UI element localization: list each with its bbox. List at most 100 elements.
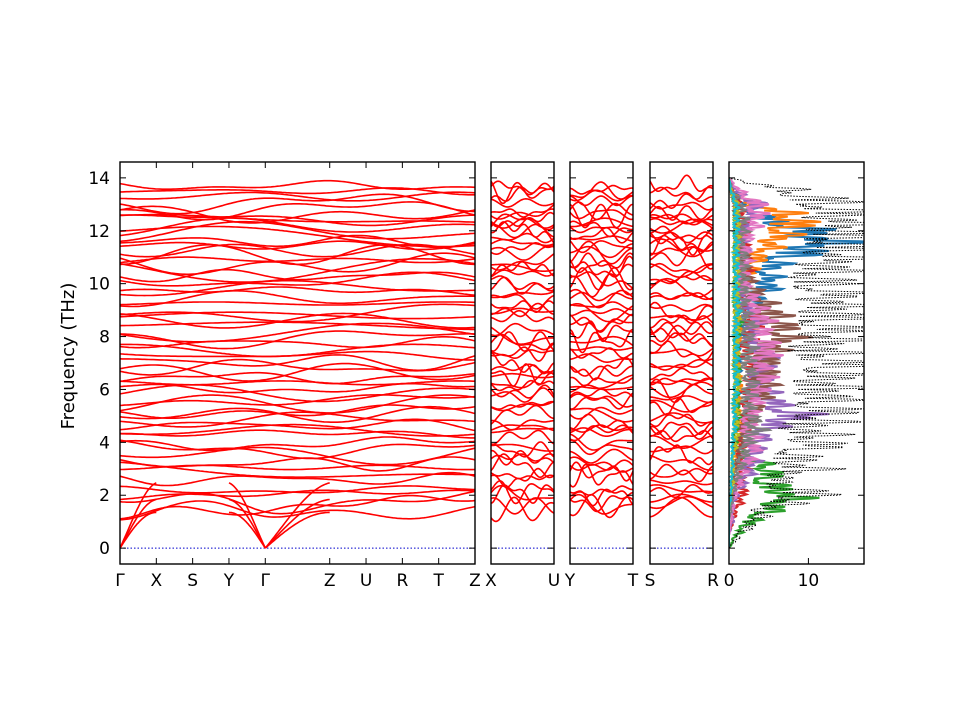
- optical-branch: [491, 204, 554, 220]
- optical-branch: [491, 253, 554, 271]
- optical-branch: [650, 174, 713, 192]
- optical-branch: [120, 240, 475, 251]
- optical-branch: [491, 443, 554, 452]
- optical-branch: [570, 181, 633, 200]
- optical-branch: [120, 382, 475, 394]
- optical-branch: [570, 240, 633, 265]
- optical-branch: [570, 303, 633, 323]
- optical-branch: [120, 436, 475, 452]
- optical-branch: [491, 352, 554, 375]
- x-tick-label: T: [432, 571, 444, 591]
- optical-branch: [570, 485, 633, 497]
- acoustic-branch: [264, 482, 330, 549]
- optical-branch: [491, 496, 554, 523]
- optical-branch: [570, 365, 633, 377]
- y-tick-label: 14: [88, 169, 110, 189]
- optical-branch: [570, 227, 633, 244]
- optical-branch: [650, 262, 713, 274]
- optical-branch: [650, 201, 713, 211]
- x-tick-label: Γ: [261, 571, 271, 591]
- acoustic-branch: [228, 511, 266, 549]
- optical-branch: [120, 256, 475, 264]
- partial-dos-curve: [729, 177, 773, 549]
- bands-sr: [650, 174, 713, 549]
- optical-branch: [491, 180, 554, 205]
- optical-branch: [570, 209, 633, 221]
- optical-branch: [570, 273, 633, 298]
- optical-branch: [650, 399, 713, 413]
- optical-branch: [650, 495, 713, 510]
- acoustic-branch: [228, 482, 267, 549]
- optical-branch: [120, 405, 475, 423]
- optical-branch: [491, 424, 554, 432]
- optical-branch: [570, 353, 633, 363]
- optical-branch: [570, 252, 633, 269]
- optical-branch: [491, 211, 554, 228]
- optical-branch: [650, 377, 713, 386]
- optical-branch: [120, 258, 475, 283]
- optical-branch: [491, 275, 554, 290]
- optical-branch: [491, 449, 554, 466]
- optical-branch: [650, 434, 713, 449]
- optical-branch: [120, 485, 475, 494]
- optical-branch: [491, 441, 554, 458]
- optical-branch: [650, 445, 713, 455]
- x-tick-label: Z: [324, 571, 336, 591]
- optical-branch: [650, 484, 713, 499]
- optical-branch: [570, 407, 633, 423]
- optical-branch: [120, 500, 475, 521]
- optical-branch: [120, 286, 475, 296]
- optical-branch: [650, 270, 713, 285]
- partial-dos-curve: [729, 177, 744, 549]
- optical-branch: [120, 201, 475, 221]
- optical-branch: [650, 246, 713, 255]
- optical-branch: [570, 424, 633, 442]
- optical-branch: [570, 461, 633, 482]
- optical-branch: [650, 184, 713, 210]
- optical-branch: [650, 231, 713, 244]
- optical-branch: [120, 380, 475, 386]
- optical-branch: [491, 453, 554, 478]
- optical-branch: [650, 358, 713, 371]
- optical-branch: [570, 217, 633, 228]
- optical-branch: [120, 446, 475, 466]
- optical-branch: [650, 186, 713, 203]
- optical-branch: [120, 404, 475, 419]
- optical-branch: [650, 332, 713, 348]
- optical-branch: [120, 394, 475, 407]
- optical-branch: [491, 384, 554, 399]
- optical-branch: [491, 302, 554, 318]
- optical-branch: [491, 363, 554, 374]
- optical-branch: [570, 427, 633, 437]
- optical-branch: [491, 404, 554, 425]
- optical-branch: [120, 303, 475, 323]
- optical-branch: [491, 208, 554, 218]
- optical-branch: [491, 497, 554, 515]
- optical-branch: [491, 419, 554, 431]
- optical-branch: [650, 413, 713, 428]
- optical-branch: [120, 322, 475, 343]
- optical-branch: [491, 269, 554, 278]
- y-axis: 0 2 4 6 8 10 12 14: [88, 169, 110, 559]
- optical-branch: [570, 184, 633, 195]
- bands-main: [120, 179, 475, 549]
- acoustic-branch: [120, 482, 157, 549]
- dos-panel: 0 10: [724, 161, 865, 591]
- optical-branch: [120, 429, 475, 439]
- optical-branch: [570, 313, 633, 333]
- optical-branch: [650, 381, 713, 399]
- optical-branch: [650, 367, 713, 381]
- optical-branch: [120, 418, 475, 432]
- y-axis-label: Frequency (THz): [58, 283, 79, 430]
- optical-branch: [491, 372, 554, 379]
- y-tick-label: 10: [88, 275, 110, 295]
- optical-branch: [491, 472, 554, 481]
- optical-branch: [650, 454, 713, 471]
- optical-branch: [650, 232, 713, 253]
- optical-branch: [650, 421, 713, 435]
- optical-branch: [570, 308, 633, 317]
- optical-branch: [650, 444, 713, 466]
- acoustic-branch: [264, 511, 330, 549]
